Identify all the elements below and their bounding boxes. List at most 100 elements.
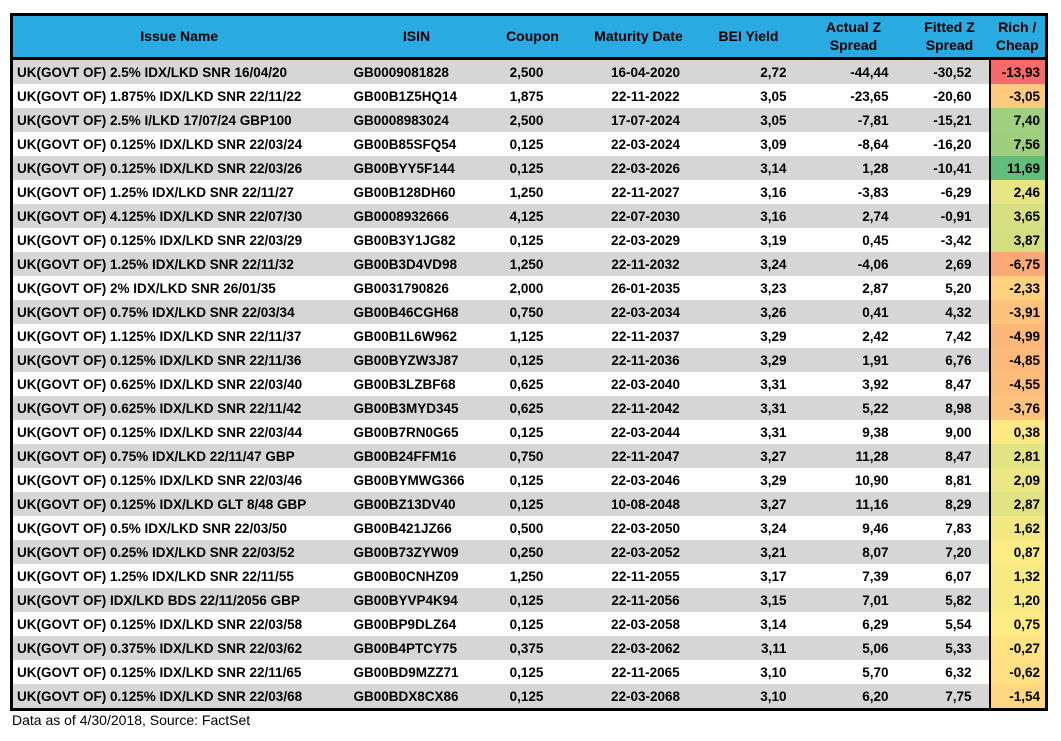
- column-header-actual-z-spread: Actual Z Spread: [797, 14, 910, 60]
- column-header-fitted-z-spread: Fitted Z Spread: [909, 14, 990, 60]
- cell-actual-z-spread: 2,74: [797, 204, 910, 228]
- cell-bei-yield: 3,21: [699, 540, 798, 564]
- cell-isin: GB00B24FFM16: [345, 444, 488, 468]
- cell-issue-name: UK(GOVT OF) 0.375% IDX/LKD SNR 22/03/62: [11, 636, 346, 660]
- cell-isin: GB00BD9MZZ71: [345, 660, 488, 684]
- table-row: UK(GOVT OF) 2% IDX/LKD SNR 26/01/35 GB003…: [11, 276, 1047, 300]
- cell-issue-name: UK(GOVT OF) 2.5% I/LKD 17/07/24 GBP100: [11, 108, 346, 132]
- cell-actual-z-spread: -44,44: [797, 58, 910, 84]
- column-header-isin: ISIN: [345, 14, 488, 60]
- cell-coupon: 0,125: [487, 468, 578, 492]
- cell-issue-name: UK(GOVT OF) 0.125% IDX/LKD SNR 22/11/36: [11, 348, 346, 372]
- table-row: UK(GOVT OF) 0.125% IDX/LKD SNR 22/03/46 G…: [11, 468, 1047, 492]
- table-row: UK(GOVT OF) 0.125% IDX/LKD SNR 22/03/68 G…: [11, 684, 1047, 710]
- data-source-note: Data as of 4/30/2018, Source: FactSet: [12, 712, 251, 728]
- cell-isin: GB00BDX8CX86: [345, 684, 488, 710]
- cell-fitted-z-spread: -10,41: [909, 156, 990, 180]
- cell-issue-name: UK(GOVT OF) 0.125% IDX/LKD SNR 22/03/29: [11, 228, 346, 252]
- bond-table-container: Issue Name ISIN Coupon Maturity Date BEI…: [10, 13, 1048, 711]
- cell-issue-name: UK(GOVT OF) 0.5% IDX/LKD SNR 22/03/50: [11, 516, 346, 540]
- cell-rich-cheap: -1,54: [988, 684, 1047, 710]
- cell-fitted-z-spread: 2,69: [909, 252, 990, 276]
- cell-coupon: 0,125: [487, 612, 578, 636]
- cell-issue-name: UK(GOVT OF) 2.5% IDX/LKD SNR 16/04/20: [11, 58, 346, 84]
- cell-actual-z-spread: 3,92: [797, 372, 910, 396]
- cell-maturity-date: 22-11-2032: [577, 252, 700, 276]
- cell-isin: GB0009081828: [345, 58, 488, 84]
- cell-fitted-z-spread: 6,76: [909, 348, 990, 372]
- cell-bei-yield: 3,24: [699, 252, 798, 276]
- cell-rich-cheap: -3,05: [988, 84, 1047, 108]
- cell-coupon: 0,500: [487, 516, 578, 540]
- table-row: UK(GOVT OF) 4.125% IDX/LKD SNR 22/07/30 G…: [11, 204, 1047, 228]
- cell-maturity-date: 22-11-2047: [577, 444, 700, 468]
- cell-rich-cheap: 11,69: [988, 156, 1047, 180]
- table-row: UK(GOVT OF) 2.5% IDX/LKD SNR 16/04/20 GB0…: [11, 58, 1047, 84]
- cell-coupon: 0,250: [487, 540, 578, 564]
- cell-issue-name: UK(GOVT OF) 0.125% IDX/LKD SNR 22/03/46: [11, 468, 346, 492]
- table-row: UK(GOVT OF) IDX/LKD BDS 22/11/2056 GBP GB…: [11, 588, 1047, 612]
- cell-rich-cheap: -0,62: [988, 660, 1047, 684]
- cell-isin: GB00BYMWG366: [345, 468, 488, 492]
- cell-coupon: 0,125: [487, 228, 578, 252]
- cell-maturity-date: 22-03-2052: [577, 540, 700, 564]
- cell-bei-yield: 3,10: [699, 660, 798, 684]
- column-header-bei-yield: BEI Yield: [699, 14, 798, 60]
- cell-fitted-z-spread: 9,00: [909, 420, 990, 444]
- cell-issue-name: UK(GOVT OF) 0.125% IDX/LKD SNR 22/03/24: [11, 132, 346, 156]
- cell-actual-z-spread: 5,06: [797, 636, 910, 660]
- cell-rich-cheap: 0,75: [988, 612, 1047, 636]
- cell-fitted-z-spread: 7,83: [909, 516, 990, 540]
- table-row: UK(GOVT OF) 1.875% IDX/LKD SNR 22/11/22 G…: [11, 84, 1047, 108]
- table-row: UK(GOVT OF) 0.625% IDX/LKD SNR 22/03/40 G…: [11, 372, 1047, 396]
- table-row: UK(GOVT OF) 0.125% IDX/LKD SNR 22/03/29 G…: [11, 228, 1047, 252]
- cell-issue-name: UK(GOVT OF) 1.25% IDX/LKD SNR 22/11/55: [11, 564, 346, 588]
- cell-fitted-z-spread: 4,32: [909, 300, 990, 324]
- cell-rich-cheap: -3,91: [988, 300, 1047, 324]
- cell-maturity-date: 22-03-2050: [577, 516, 700, 540]
- cell-issue-name: UK(GOVT OF) 1.875% IDX/LKD SNR 22/11/22: [11, 84, 346, 108]
- cell-actual-z-spread: -7,81: [797, 108, 910, 132]
- cell-isin: GB00B46CGH68: [345, 300, 488, 324]
- cell-maturity-date: 22-11-2037: [577, 324, 700, 348]
- cell-bei-yield: 3,05: [699, 108, 798, 132]
- cell-issue-name: UK(GOVT OF) 0.125% IDX/LKD SNR 22/03/68: [11, 684, 346, 710]
- bond-table: Issue Name ISIN Coupon Maturity Date BEI…: [10, 13, 1048, 711]
- table-row: UK(GOVT OF) 0.125% IDX/LKD SNR 22/11/65 G…: [11, 660, 1047, 684]
- cell-isin: GB00B85SFQ54: [345, 132, 488, 156]
- table-row: UK(GOVT OF) 1.125% IDX/LKD SNR 22/11/37 G…: [11, 324, 1047, 348]
- cell-actual-z-spread: -8,64: [797, 132, 910, 156]
- table-row: UK(GOVT OF) 0.125% IDX/LKD SNR 22/03/58 G…: [11, 612, 1047, 636]
- table-header: Issue Name ISIN Coupon Maturity Date BEI…: [11, 14, 1047, 60]
- cell-actual-z-spread: 9,46: [797, 516, 910, 540]
- cell-maturity-date: 22-03-2062: [577, 636, 700, 660]
- cell-maturity-date: 22-03-2040: [577, 372, 700, 396]
- cell-isin: GB00B3D4VD98: [345, 252, 488, 276]
- cell-coupon: 0,125: [487, 588, 578, 612]
- column-header-issue-name: Issue Name: [11, 14, 346, 60]
- cell-maturity-date: 22-03-2068: [577, 684, 700, 710]
- table-row: UK(GOVT OF) 0.375% IDX/LKD SNR 22/03/62 G…: [11, 636, 1047, 660]
- table-row: UK(GOVT OF) 0.75% IDX/LKD SNR 22/03/34 GB…: [11, 300, 1047, 324]
- cell-actual-z-spread: 2,42: [797, 324, 910, 348]
- cell-coupon: 1,250: [487, 564, 578, 588]
- cell-maturity-date: 22-07-2030: [577, 204, 700, 228]
- cell-actual-z-spread: 5,22: [797, 396, 910, 420]
- cell-issue-name: UK(GOVT OF) 1.25% IDX/LKD SNR 22/11/27: [11, 180, 346, 204]
- cell-isin: GB00BZ13DV40: [345, 492, 488, 516]
- cell-fitted-z-spread: 8,81: [909, 468, 990, 492]
- cell-maturity-date: 16-04-2020: [577, 58, 700, 84]
- cell-actual-z-spread: 6,29: [797, 612, 910, 636]
- cell-rich-cheap: 1,62: [988, 516, 1047, 540]
- cell-bei-yield: 3,31: [699, 372, 798, 396]
- cell-coupon: 0,125: [487, 660, 578, 684]
- cell-fitted-z-spread: 7,20: [909, 540, 990, 564]
- cell-fitted-z-spread: -16,20: [909, 132, 990, 156]
- table-row: UK(GOVT OF) 1.25% IDX/LKD SNR 22/11/27 GB…: [11, 180, 1047, 204]
- cell-fitted-z-spread: -6,29: [909, 180, 990, 204]
- cell-coupon: 0,750: [487, 444, 578, 468]
- cell-bei-yield: 3,24: [699, 516, 798, 540]
- cell-maturity-date: 22-11-2055: [577, 564, 700, 588]
- cell-rich-cheap: -4,55: [988, 372, 1047, 396]
- cell-rich-cheap: 1,20: [988, 588, 1047, 612]
